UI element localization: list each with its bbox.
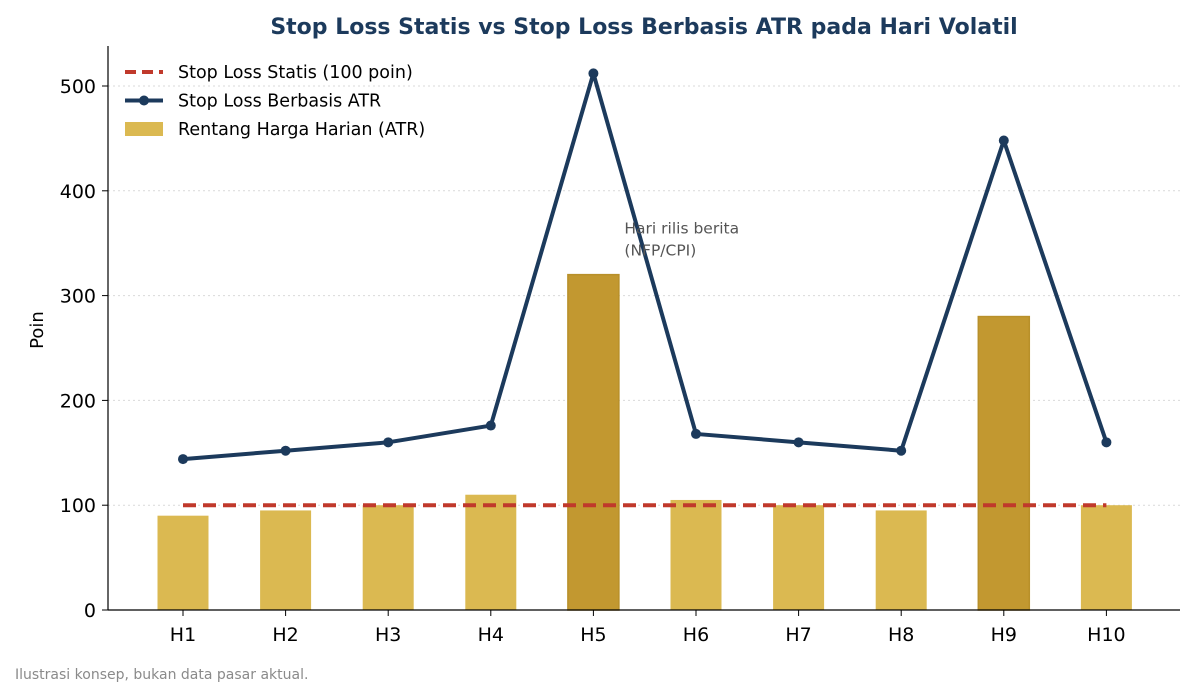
atr-point-H3 xyxy=(383,437,394,448)
legend-swatch-range xyxy=(125,122,163,136)
x-tick-label: H7 xyxy=(785,624,811,646)
atr-point-H6 xyxy=(691,428,701,439)
annotation-line: (NFP/CPI) xyxy=(624,242,696,260)
y-axis-label: Poin xyxy=(27,311,48,349)
legend-swatch-atr-marker xyxy=(139,95,149,106)
bar-series xyxy=(157,273,1132,611)
atr-point-H1 xyxy=(178,454,188,465)
atr-point-H2 xyxy=(280,445,291,456)
bar-H8 xyxy=(875,510,927,610)
atr-point-H9 xyxy=(998,135,1009,146)
y-ticks: 0 100 200 300 400 500 xyxy=(60,76,108,622)
bar-H5 xyxy=(567,273,620,611)
y-tick-label: 300 xyxy=(60,286,96,308)
y-tick-label: 200 xyxy=(60,390,96,412)
x-tick-label: H3 xyxy=(375,624,401,646)
x-ticks: H1 H2 H3 H4 H5 H6 H7 H8 H9 H10 xyxy=(170,610,1126,646)
y-tick-label: 400 xyxy=(60,181,96,203)
x-tick-label: H8 xyxy=(888,624,914,646)
atr-point-H4 xyxy=(485,420,496,431)
annotation-line: Hari rilis berita xyxy=(624,220,739,238)
x-tick-label: H6 xyxy=(683,624,709,646)
atr-point-H5 xyxy=(588,68,599,79)
bar-H9 xyxy=(977,315,1031,611)
atr-point-H8 xyxy=(896,445,907,456)
atr-point-H10 xyxy=(1101,437,1112,448)
y-tick-label: 500 xyxy=(60,76,96,98)
x-tick-label: H5 xyxy=(580,624,606,646)
legend-label: Stop Loss Statis (100 poin) xyxy=(178,63,413,83)
y-tick-label: 0 xyxy=(84,600,96,622)
bar-H3 xyxy=(362,505,414,610)
y-tick-label: 100 xyxy=(60,495,96,517)
legend: Stop Loss Statis (100 poin) Stop Loss Ber… xyxy=(125,63,425,140)
x-tick-label: H2 xyxy=(272,624,298,646)
news-annotation: Hari rilis berita (NFP/CPI) xyxy=(624,220,739,260)
chart-title: Stop Loss Statis vs Stop Loss Berbasis A… xyxy=(270,15,1017,40)
legend-label: Rentang Harga Harian (ATR) xyxy=(178,120,425,140)
atr-point-H7 xyxy=(793,437,804,448)
footnote: Ilustrasi konsep, bukan data pasar aktua… xyxy=(15,667,309,683)
x-tick-label: H4 xyxy=(478,624,504,646)
bar-H10 xyxy=(1080,505,1132,610)
bar-H2 xyxy=(260,510,312,610)
bar-H6 xyxy=(670,499,722,610)
x-tick-label: H10 xyxy=(1087,624,1125,646)
x-tick-label: H1 xyxy=(170,624,196,646)
legend-label: Stop Loss Berbasis ATR xyxy=(178,92,381,112)
line-series xyxy=(178,68,1112,508)
atr-stop-loss-line xyxy=(182,71,1109,462)
bar-H4 xyxy=(465,494,517,610)
axes xyxy=(107,46,1180,611)
bar-H7 xyxy=(773,505,825,610)
bar-H1 xyxy=(157,515,209,610)
x-tick-label: H9 xyxy=(991,624,1017,646)
